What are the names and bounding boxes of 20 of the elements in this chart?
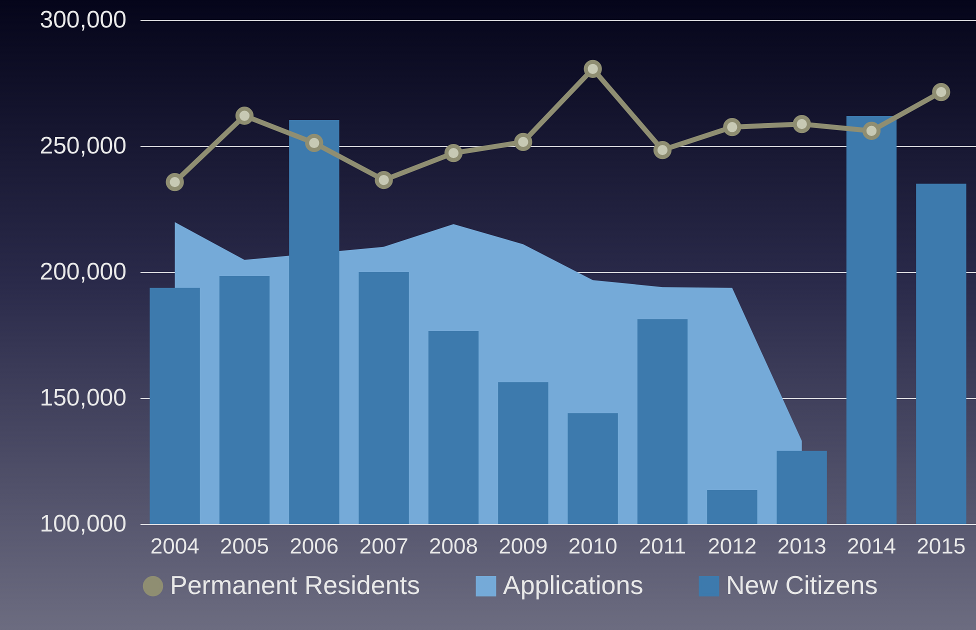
x-tick-label: 2004 <box>150 534 200 558</box>
legend-label: Applications <box>503 570 644 600</box>
x-tick-label: 2006 <box>290 534 339 558</box>
x-tick-label: 2014 <box>847 534 896 558</box>
x-tick-label: 2012 <box>708 534 757 558</box>
x-tick-label: 2009 <box>498 534 548 558</box>
x-tick-label: 2013 <box>777 534 826 558</box>
y-tick-label: 200,000 <box>40 258 126 286</box>
x-tick-label: 2015 <box>916 534 966 558</box>
x-tick-label: 2007 <box>359 534 408 558</box>
y-tick-label: 150,000 <box>40 384 126 412</box>
x-tick-label: 2010 <box>568 534 618 558</box>
legend-label: Permanent Residents <box>170 570 420 600</box>
y-tick-label: 250,000 <box>40 132 126 160</box>
x-tick-label: 2005 <box>220 534 269 558</box>
x-tick-label: 2011 <box>638 534 686 558</box>
y-tick-label: 300,000 <box>40 6 126 34</box>
y-tick-label: 100,000 <box>40 510 126 538</box>
legend-label: New Citizens <box>726 570 878 600</box>
x-tick-label: 2008 <box>429 534 478 558</box>
